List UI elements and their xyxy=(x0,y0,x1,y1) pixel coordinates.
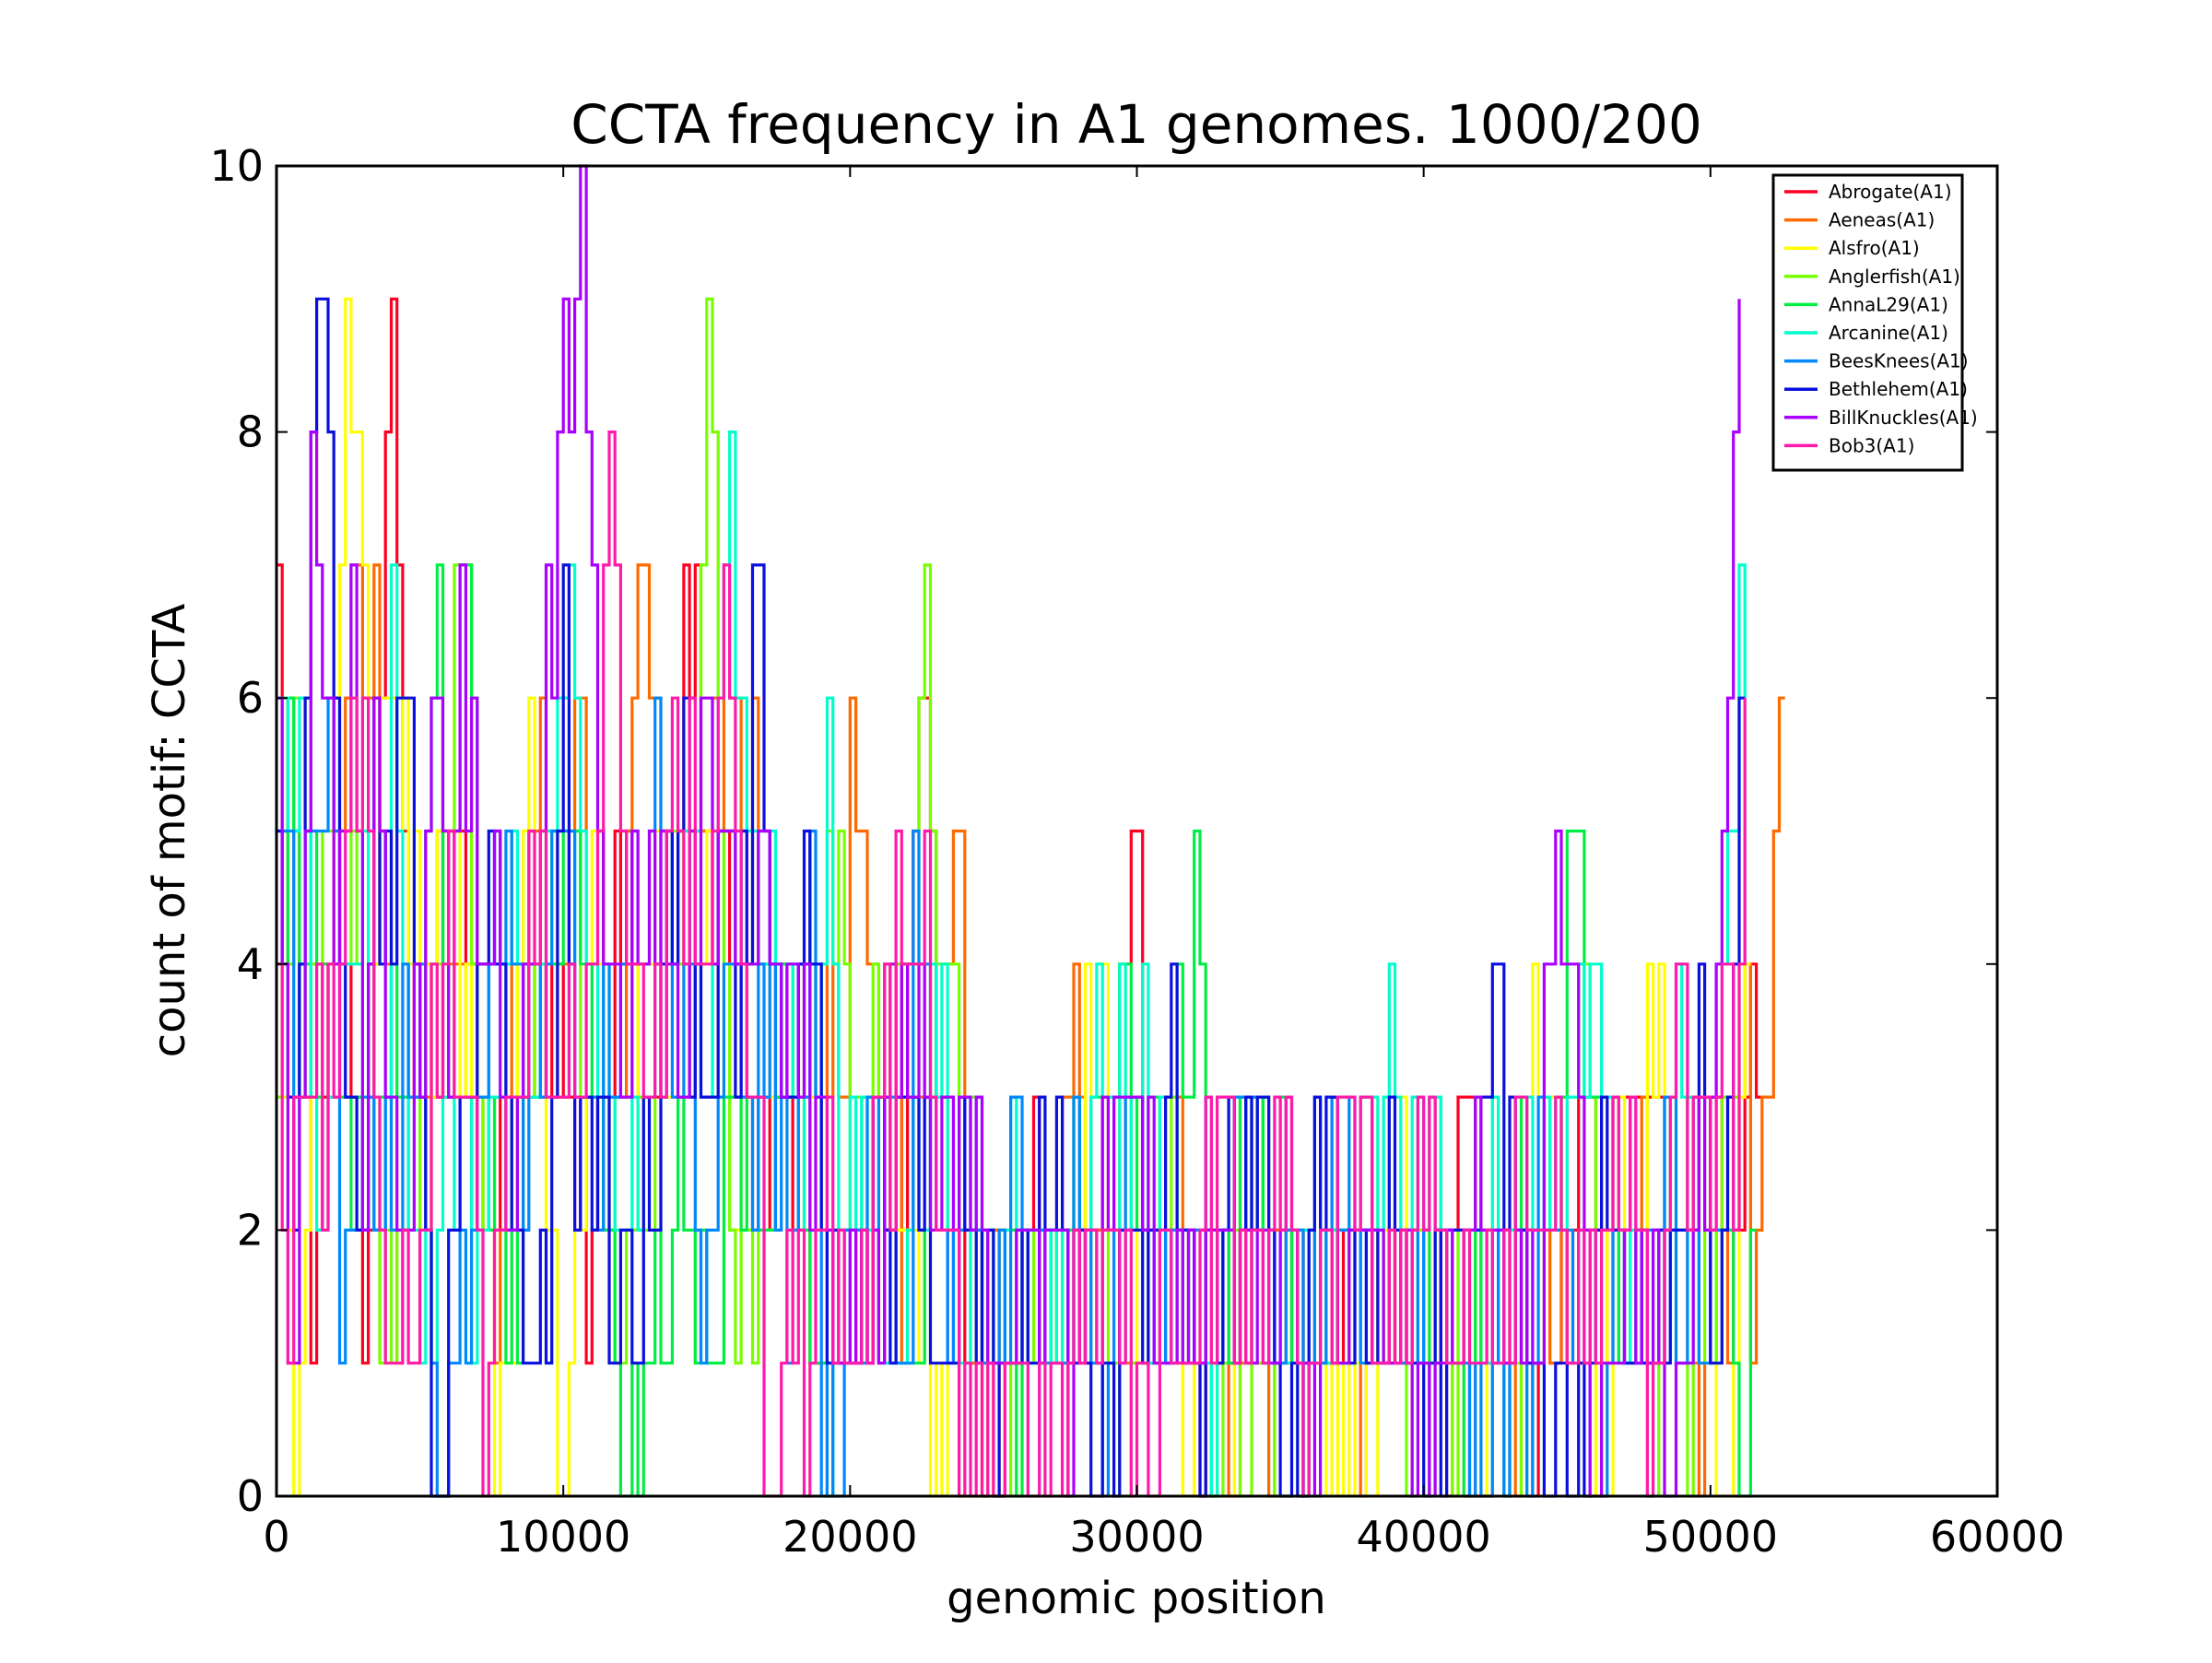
y-tick-label: 4 xyxy=(237,939,264,989)
y-tick-label: 10 xyxy=(209,141,264,191)
y-tick-label: 6 xyxy=(237,673,264,723)
legend-label: Arcanine(A1) xyxy=(1829,322,1948,344)
legend-label: Bob3(A1) xyxy=(1829,434,1914,456)
x-tick-label: 50000 xyxy=(1643,1512,1778,1562)
y-axis-label: count of motif: CCTA xyxy=(144,604,195,1058)
chart-title: CCTA frequency in A1 genomes. 1000/200 xyxy=(571,93,1702,156)
legend-label: Aeneas(A1) xyxy=(1829,209,1935,231)
legend-label: Abrogate(A1) xyxy=(1829,181,1952,203)
x-tick-label: 0 xyxy=(263,1512,289,1562)
ticks-layer: 0 10000 20000 30000 40000 50000 60000 0 2 4 6 8 10 xyxy=(209,141,2065,1562)
series-line-billknuckles-a1 xyxy=(276,164,1741,1498)
legend-label: Bethlehem(A1) xyxy=(1829,378,1968,400)
x-tick-label: 60000 xyxy=(1930,1512,2065,1562)
x-tick-label: 30000 xyxy=(1069,1512,1204,1562)
legend-box xyxy=(1771,173,1964,472)
y-tick-label: 0 xyxy=(237,1471,264,1521)
y-tick-label: 2 xyxy=(237,1205,264,1255)
x-tick-label: 40000 xyxy=(1356,1512,1490,1562)
x-tick-label: 10000 xyxy=(496,1512,630,1562)
legend-label: AnnaL29(A1) xyxy=(1829,293,1948,315)
x-tick-label: 20000 xyxy=(782,1512,917,1562)
legend-label: Anglerfish(A1) xyxy=(1829,265,1960,288)
legend: Abrogate(A1) Aeneas(A1) Alsfro(A1) Anglerfi… xyxy=(1771,173,1978,472)
legend-label: BillKnuckles(A1) xyxy=(1829,407,1978,429)
legend-label: BeesKnees(A1) xyxy=(1829,350,1969,372)
legend-label: Alsfro(A1) xyxy=(1829,237,1920,259)
x-axis-label: genomic position xyxy=(947,1573,1326,1624)
y-tick-label: 8 xyxy=(237,407,264,457)
